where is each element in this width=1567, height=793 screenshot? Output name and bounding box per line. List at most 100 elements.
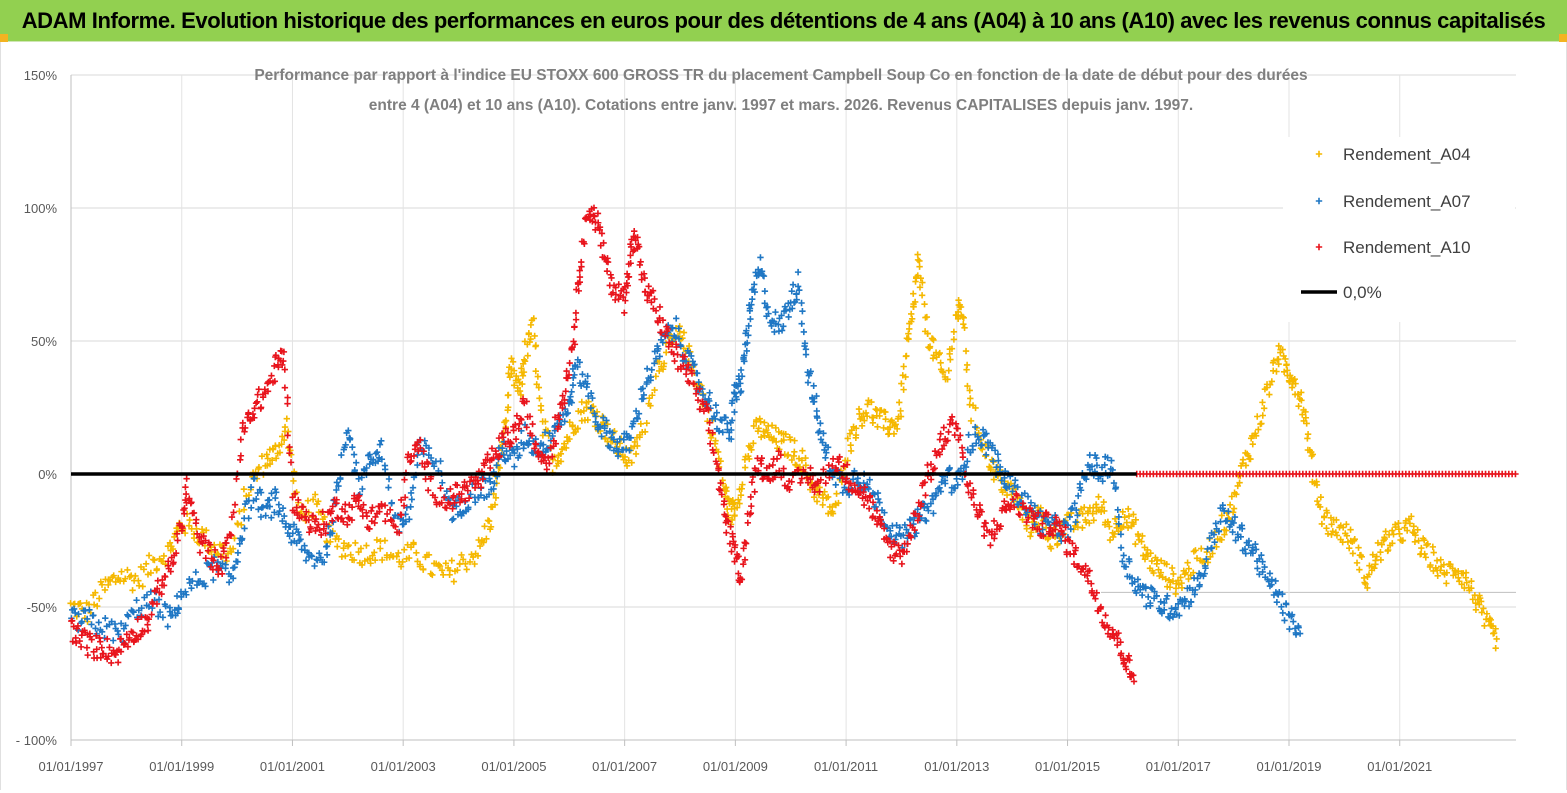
data-point: [743, 327, 750, 334]
data-point: [965, 489, 972, 496]
data-point: [987, 464, 994, 472]
data-point: [510, 382, 518, 389]
data-point: [323, 542, 331, 550]
data-point: [385, 475, 393, 483]
data-point: [430, 463, 438, 470]
data-point: [72, 634, 79, 642]
data-point: [1463, 579, 1470, 586]
data-point: [1049, 532, 1057, 539]
data-point: [1388, 527, 1396, 534]
data-point: [1054, 540, 1061, 547]
data-point: [237, 436, 244, 443]
data-point: [275, 511, 282, 518]
data-point: [563, 410, 570, 418]
data-point: [565, 371, 573, 379]
data-point: [476, 542, 484, 550]
data-point: [1093, 454, 1100, 462]
data-point: [1111, 530, 1118, 538]
data-point: [1097, 508, 1105, 515]
data-point: [1112, 484, 1120, 491]
data-point: [610, 436, 617, 443]
data-point: [401, 476, 408, 483]
data-point: [1031, 502, 1039, 509]
data-point: [407, 458, 414, 466]
data-point: [793, 290, 800, 297]
data-point: [1166, 614, 1173, 622]
data-point: [1492, 644, 1499, 652]
data-point: [290, 477, 297, 485]
data-point: [912, 510, 919, 517]
data-point: [1347, 526, 1354, 533]
data-point: [1003, 506, 1010, 514]
data-point: [526, 413, 534, 420]
data-point: [1218, 512, 1225, 519]
data-point: [1283, 361, 1290, 368]
data-point: [804, 379, 812, 386]
data-point: [1104, 518, 1112, 526]
data-point: [371, 519, 378, 527]
data-point: [911, 526, 918, 534]
data-point: [1114, 506, 1122, 514]
data-point: [278, 441, 285, 448]
data-point: [1072, 518, 1079, 526]
data-point: [359, 485, 366, 493]
data-point: [1259, 412, 1266, 419]
data-point: [447, 485, 454, 493]
data-point: [435, 561, 443, 569]
legend-box: [1283, 137, 1515, 322]
data-point: [798, 475, 806, 482]
data-point: [401, 494, 409, 501]
data-point: [290, 521, 298, 528]
data-point: [631, 438, 639, 446]
data-point: [295, 531, 303, 539]
data-point: [312, 515, 320, 523]
data-point: [162, 602, 169, 610]
data-point: [627, 434, 635, 442]
data-point: [869, 499, 877, 506]
data-point: [1066, 513, 1074, 521]
data-point: [1210, 531, 1218, 538]
data-point: [1381, 534, 1388, 541]
data-point: [748, 301, 755, 308]
data-point: [358, 561, 366, 569]
data-point: [392, 523, 399, 530]
data-point: [622, 297, 629, 304]
data-point: [557, 458, 565, 465]
data-point: [217, 553, 225, 560]
data-point: [1110, 479, 1118, 487]
data-point: [843, 461, 851, 468]
data-point: [893, 425, 901, 433]
data-point: [1036, 525, 1043, 533]
data-point: [846, 430, 854, 437]
data-point: [965, 431, 972, 438]
data-point: [543, 466, 551, 473]
data-point: [1025, 514, 1032, 521]
data-point: [521, 358, 529, 365]
data-point: [1120, 659, 1128, 666]
data-point: [1125, 505, 1132, 513]
data-point: [744, 519, 752, 527]
data-point: [450, 492, 457, 500]
data-point: [861, 417, 868, 424]
data-point: [284, 400, 291, 407]
data-point: [1266, 381, 1274, 388]
data-point: [1024, 493, 1032, 500]
data-point: [631, 227, 638, 235]
data-point: [737, 492, 745, 499]
data-point: [388, 517, 396, 525]
data-point: [991, 530, 999, 538]
data-point: [796, 287, 803, 294]
data-point: [156, 608, 164, 616]
data-point: [286, 533, 293, 540]
data-point: [1230, 519, 1237, 527]
data-point: [905, 335, 912, 342]
data-point: [1125, 512, 1133, 520]
data-point: [972, 404, 979, 412]
data-point: [1209, 550, 1216, 557]
data-point: [528, 432, 536, 439]
data-point: [1074, 512, 1081, 519]
data-point: [518, 365, 525, 372]
data-point: [1023, 525, 1030, 532]
data-point: [603, 267, 611, 275]
data-point: [772, 424, 780, 432]
